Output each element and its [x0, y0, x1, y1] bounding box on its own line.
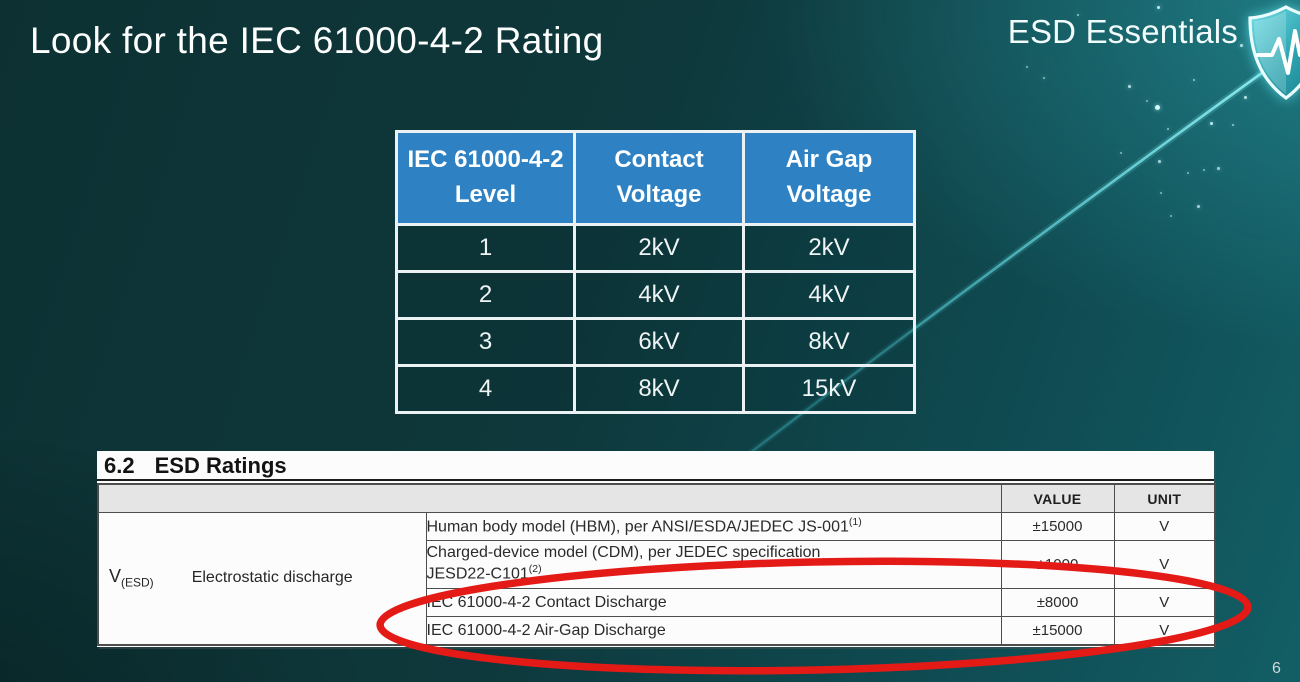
- star-dot: [1077, 14, 1079, 16]
- star-dot: [1197, 205, 1200, 208]
- iec-level-table: IEC 61000-4-2 Level Contact Voltage Air …: [395, 130, 916, 414]
- datasheet-section-title: 6.2 ESD Ratings: [104, 453, 287, 479]
- level-cell: 2: [395, 270, 576, 320]
- airgap-voltage-cell: 15kV: [742, 364, 916, 414]
- value-cell: ±8000: [1000, 588, 1115, 617]
- datasheet-header-row: VALUE UNIT: [97, 483, 1216, 513]
- star-dot: [1157, 6, 1160, 9]
- parameter-label: Electrostatic discharge: [191, 569, 353, 587]
- section-name: ESD Ratings: [154, 453, 287, 478]
- level-cell: 1: [395, 223, 576, 273]
- star-dot: [1217, 167, 1220, 170]
- star-dot: [1128, 85, 1131, 88]
- section-number: 6.2: [104, 453, 135, 478]
- test-condition-airgap: IEC 61000-4-2 Air-Gap Discharge: [425, 616, 1002, 645]
- airgap-voltage-cell: 8kV: [742, 317, 916, 367]
- contact-voltage-cell: 8kV: [573, 364, 745, 414]
- parameter-cell: V(ESD) Electrostatic discharge: [97, 512, 427, 645]
- unit-cell: V: [1113, 588, 1216, 617]
- section-rule: [97, 479, 1214, 481]
- star-dot: [1026, 66, 1028, 68]
- table-row: 1 2kV 2kV: [395, 223, 916, 273]
- star-dot: [1167, 128, 1169, 130]
- star-dot: [1146, 100, 1148, 102]
- contact-voltage-cell: 2kV: [573, 223, 745, 273]
- star-dot: [1203, 169, 1205, 171]
- level-cell: 4: [395, 364, 576, 414]
- level-table-header-contact: Contact Voltage: [573, 130, 745, 226]
- brand-text: ESD Essentials: [1007, 13, 1238, 50]
- contact-voltage-cell: 4kV: [573, 270, 745, 320]
- symbol-vesd: V(ESD): [109, 566, 154, 591]
- airgap-voltage-cell: 2kV: [742, 223, 916, 273]
- datasheet-excerpt: 6.2 ESD Ratings VALUE UNIT V(ESD) Electro…: [97, 451, 1216, 647]
- unit-cell: V: [1113, 512, 1216, 541]
- datasheet-header-value: VALUE: [1000, 483, 1115, 513]
- level-table-header-level: IEC 61000-4-2 Level: [395, 130, 576, 226]
- test-condition-hbm: Human body model (HBM), per ANSI/ESDA/JE…: [425, 512, 1002, 541]
- page-title: Look for the IEC 61000-4-2 Rating: [30, 20, 604, 61]
- contact-voltage-cell: 6kV: [573, 317, 745, 367]
- level-cell: 3: [395, 317, 576, 367]
- value-cell: ±15000: [1000, 616, 1115, 645]
- star-dot: [1193, 79, 1195, 81]
- star-dot: [1232, 124, 1234, 126]
- star-dot: [1120, 152, 1122, 154]
- test-condition-cdm: Charged-device model (CDM), per JEDEC sp…: [425, 540, 1002, 589]
- table-row: 2 4kV 4kV: [395, 270, 916, 320]
- airgap-voltage-cell: 4kV: [742, 270, 916, 320]
- star-dot: [1210, 122, 1213, 125]
- star-dot: [1240, 44, 1243, 47]
- value-cell: ±15000: [1000, 512, 1115, 541]
- level-table-header-row: IEC 61000-4-2 Level Contact Voltage Air …: [395, 130, 916, 226]
- star-dot: [1043, 77, 1045, 79]
- page-number: 6: [1272, 660, 1281, 677]
- datasheet-header-spacer: [97, 483, 1002, 513]
- star-dot: [1155, 105, 1160, 110]
- esd-shield-logo: [1246, 3, 1300, 103]
- datasheet-table: VALUE UNIT V(ESD) Electrostatic discharg…: [97, 483, 1216, 646]
- shield-pulse-icon: [1248, 5, 1300, 100]
- table-row: 3 6kV 8kV: [395, 317, 916, 367]
- star-dot: [1160, 192, 1162, 194]
- level-table-header-airgap: Air Gap Voltage: [742, 130, 916, 226]
- star-dot: [1158, 160, 1161, 163]
- unit-cell: V: [1113, 616, 1216, 645]
- unit-cell: V: [1113, 540, 1216, 589]
- test-condition-contact: IEC 61000-4-2 Contact Discharge: [425, 588, 1002, 617]
- datasheet-header-unit: UNIT: [1113, 483, 1216, 513]
- table-row: V(ESD) Electrostatic discharge Human bod…: [97, 512, 1216, 645]
- star-dot: [1170, 215, 1172, 217]
- table-row: 4 8kV 15kV: [395, 364, 916, 414]
- value-cell: ±1000: [1000, 540, 1115, 589]
- star-dot: [1187, 172, 1189, 174]
